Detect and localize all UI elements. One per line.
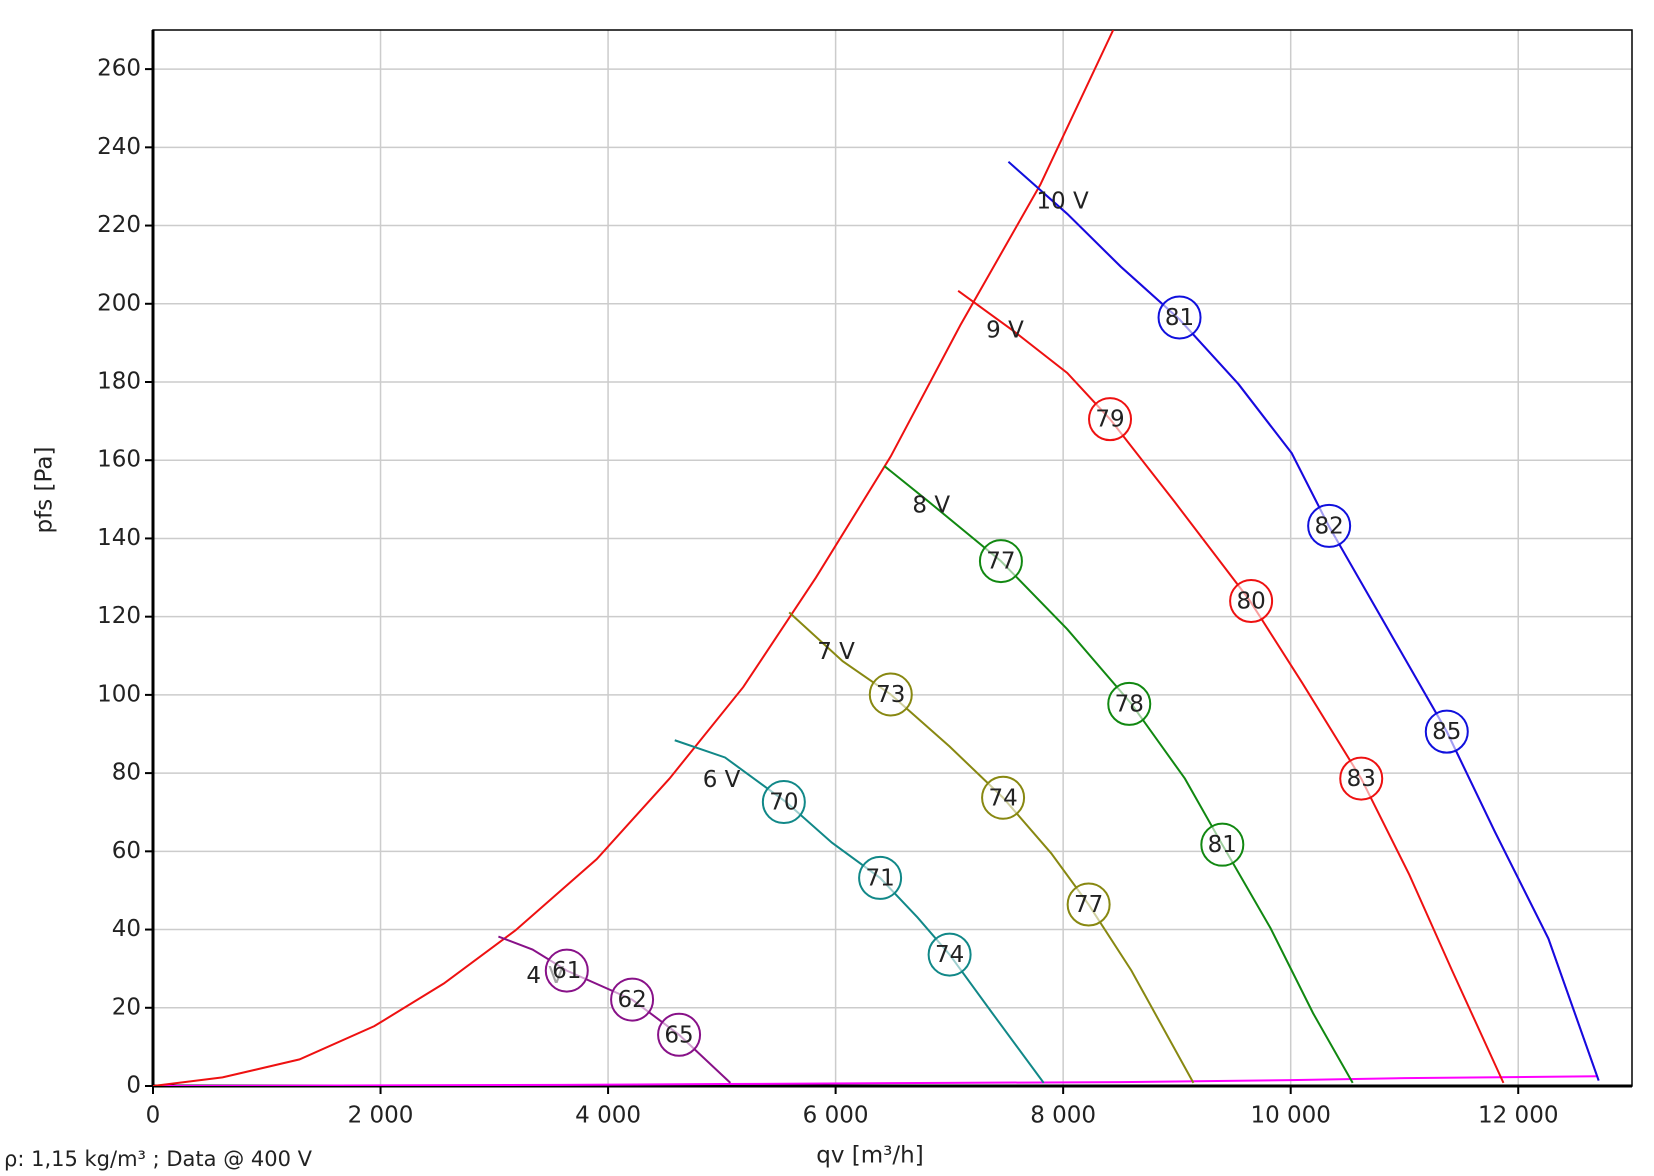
series-label: 8 V	[912, 493, 950, 519]
level-label: 77	[1074, 892, 1103, 918]
level-label: 81	[1165, 305, 1194, 331]
y-tick-label: 40	[112, 916, 141, 942]
y-tick-label: 20	[112, 994, 141, 1020]
level-marker	[1424, 709, 1469, 754]
level-marker	[610, 977, 655, 1022]
level-label: 85	[1432, 719, 1461, 745]
level-label: 74	[935, 942, 964, 968]
series-line	[883, 465, 1354, 1084]
x-tick-label: 4 000	[575, 1103, 641, 1129]
level-marker	[1307, 503, 1352, 548]
level-label: 70	[769, 790, 798, 816]
series-line	[1007, 161, 1600, 1081]
series-label: 6 V	[703, 767, 741, 793]
level-label: 65	[664, 1022, 693, 1048]
x-tick-label: 0	[146, 1103, 161, 1129]
level-marker	[868, 672, 913, 717]
y-tick-label: 240	[97, 134, 141, 160]
level-marker	[544, 948, 589, 993]
y-tick-label: 260	[97, 56, 141, 82]
level-marker	[1066, 882, 1111, 927]
series-label: 9 V	[986, 317, 1024, 343]
level-marker	[1339, 756, 1384, 801]
y-tick-label: 160	[97, 447, 141, 473]
x-tick-label: 8 000	[1030, 1103, 1096, 1129]
y-tick-label: 220	[97, 212, 141, 238]
level-label: 81	[1208, 832, 1237, 858]
series-line	[153, 1075, 1598, 1086]
x-tick-label: 12 000	[1478, 1103, 1558, 1129]
y-tick-label: 60	[112, 838, 141, 864]
level-marker	[1157, 295, 1202, 340]
level-label: 79	[1095, 407, 1124, 433]
level-marker	[761, 780, 806, 825]
y-tick-label: 200	[97, 290, 141, 316]
level-label: 78	[1115, 691, 1144, 717]
x-tick-label: 6 000	[803, 1103, 869, 1129]
y-tick-label: 100	[97, 681, 141, 707]
level-marker	[657, 1012, 702, 1057]
level-label: 73	[876, 682, 905, 708]
level-label: 77	[986, 549, 1015, 575]
level-label: 82	[1315, 513, 1344, 539]
level-label: 62	[617, 987, 646, 1013]
level-marker	[1107, 681, 1152, 726]
level-marker	[1200, 822, 1245, 867]
series-label: 7 V	[817, 639, 855, 665]
y-tick-label: 0	[126, 1073, 141, 1099]
level-label: 74	[988, 785, 1017, 811]
level-marker	[1088, 397, 1133, 442]
level-label: 71	[865, 865, 894, 891]
level-marker	[927, 932, 972, 977]
level-label: 80	[1236, 589, 1265, 615]
x-tick-label: 10 000	[1250, 1103, 1330, 1129]
level-marker	[858, 855, 903, 900]
level-label: 83	[1347, 766, 1376, 792]
y-tick-label: 140	[97, 525, 141, 551]
plot-frame	[152, 29, 1633, 1087]
series-line	[1039, 189, 1600, 1081]
level-marker	[981, 775, 1026, 820]
series-line	[153, 30, 1115, 1086]
level-label: 61	[552, 958, 581, 984]
y-tick-label: 180	[97, 369, 141, 395]
y-axis-label: pfs [Pa]	[32, 447, 58, 534]
level-marker	[978, 539, 1023, 584]
x-tick-label: 2 000	[348, 1103, 414, 1129]
y-tick-label: 80	[112, 760, 141, 786]
x-axis-label: qv [m³/h]	[816, 1143, 923, 1169]
y-tick-label: 120	[97, 603, 141, 629]
footnote: ρ: 1,15 kg/m³ ; Data @ 400 V	[4, 1147, 313, 1171]
level-marker	[1229, 579, 1274, 624]
series-label: 10 V	[1036, 188, 1089, 214]
